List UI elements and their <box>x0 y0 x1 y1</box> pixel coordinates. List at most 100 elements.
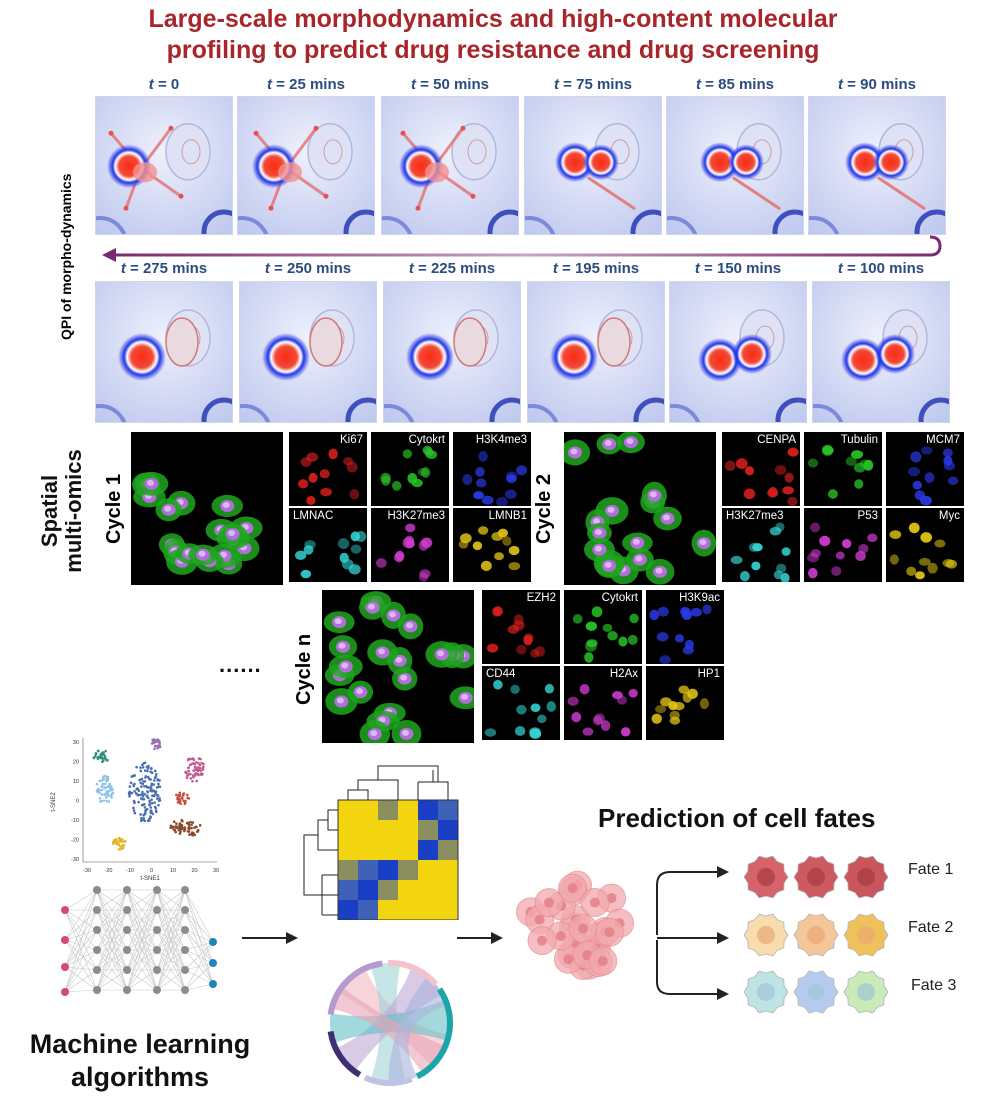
network-node <box>153 906 161 914</box>
network-node <box>181 966 189 974</box>
time-value: = 250 mins <box>269 260 352 277</box>
marker-tile: LMNB1 <box>453 508 531 582</box>
qpi-frame <box>383 281 521 423</box>
time-label: t = 90 mins <box>808 76 946 93</box>
cycle-n-composite <box>322 590 474 743</box>
network-node <box>123 946 131 954</box>
marker-tile: Cytokrt <box>564 590 642 664</box>
network-node <box>209 938 217 946</box>
time-symbol: t <box>837 260 843 277</box>
time-symbol: t <box>552 260 558 277</box>
time-symbol: t <box>267 76 273 93</box>
time-value: = 225 mins <box>413 260 496 277</box>
time-label: t = 50 mins <box>381 76 519 93</box>
qpi-frame <box>524 96 662 235</box>
time-value: = 25 mins <box>272 76 345 93</box>
figure-title: Large-scale morphodynamics and high-cont… <box>0 4 986 66</box>
network-node <box>123 966 131 974</box>
arrow-analysis-to-cells <box>457 932 503 944</box>
qpi-frame <box>237 96 375 235</box>
cell-cluster-icon <box>516 870 635 980</box>
chord-link <box>331 987 446 1074</box>
network-node <box>153 886 161 894</box>
chord-segment <box>388 960 439 987</box>
marker-label: Cytokrt <box>408 434 445 446</box>
marker-label: Myc <box>938 510 960 522</box>
tsne-ytick: -30 <box>71 857 79 863</box>
tsne-xtick: 0 <box>150 868 153 874</box>
qpi-image <box>384 282 520 422</box>
marker-label: H3K27me3 <box>387 510 445 522</box>
chord-segment <box>415 987 453 1080</box>
title-line-1: Large-scale morphodynamics and high-cont… <box>148 5 838 33</box>
qpi-frame <box>669 281 807 423</box>
omics-label-line-2: multi-omics <box>61 449 86 573</box>
time-label: t = 195 mins <box>527 260 665 277</box>
time-label: t = 250 mins <box>239 260 377 277</box>
time-label: t = 0 <box>95 76 233 93</box>
ml-label: Machine learning algorithms <box>20 1028 260 1094</box>
time-symbol: t <box>694 260 700 277</box>
tsne-xtick: -30 <box>83 868 91 874</box>
tsne-xtick: 20 <box>191 868 197 874</box>
marker-label: Cytokrt <box>601 592 638 604</box>
network-node <box>209 959 217 967</box>
network-node <box>93 926 101 934</box>
chord-segment <box>363 1074 413 1086</box>
time-label: t = 225 mins <box>383 260 521 277</box>
marker-label: LMNB1 <box>488 510 527 522</box>
tsne-plot: -30 -20 -10 0 10 20 30 30 20 10 0 -10 -20 -30 t-SNE1 t-… <box>51 738 219 880</box>
marker-label: CD44 <box>486 668 516 680</box>
marker-label: Ki67 <box>339 434 363 446</box>
title-line-2: profiling to predict drug resistance and… <box>166 36 820 64</box>
network-node <box>123 906 131 914</box>
network-node <box>181 946 189 954</box>
network-node <box>153 926 161 934</box>
qpi-frame <box>95 281 233 423</box>
qpi-image <box>96 282 232 422</box>
qpi-image <box>528 282 664 422</box>
marker-label: Tubulin <box>840 434 878 446</box>
time-label: t = 85 mins <box>666 76 804 93</box>
network-node <box>93 906 101 914</box>
time-value: = 150 mins <box>699 260 782 277</box>
tsne-xtick: 10 <box>170 868 176 874</box>
fate-2-label: Fate 2 <box>908 919 954 936</box>
tsne-ytick: 10 <box>73 779 79 785</box>
qpi-image <box>667 97 803 234</box>
network-node <box>181 926 189 934</box>
cycle-2-label: Cycle 2 <box>533 473 555 544</box>
marker-tile: EZH2 <box>482 590 560 664</box>
qpi-frame <box>527 281 665 423</box>
chord-link <box>388 976 448 1083</box>
marker-tile: H3K27me3 <box>722 508 800 582</box>
qpi-image <box>525 97 661 234</box>
tsne-xtick: -20 <box>105 868 113 874</box>
network-node <box>181 886 189 894</box>
marker-tile: Ki67 <box>289 432 367 506</box>
time-label: t = 275 mins <box>95 260 233 277</box>
time-label: t = 25 mins <box>237 76 375 93</box>
marker-label: H3K27me3 <box>726 510 784 522</box>
network-node <box>61 988 69 996</box>
time-value: = 85 mins <box>701 76 774 93</box>
qpi-frame <box>95 96 233 235</box>
network-node <box>153 946 161 954</box>
fate-cell-icons <box>743 855 889 1014</box>
time-value: = 275 mins <box>125 260 208 277</box>
tsne-xtick: -10 <box>126 868 134 874</box>
tsne-xlabel: t-SNE1 <box>140 876 160 880</box>
prediction-title: Prediction of cell fates <box>598 803 876 833</box>
fate-3-label: Fate 3 <box>911 977 957 994</box>
network-node <box>153 966 161 974</box>
time-value: = 50 mins <box>416 76 489 93</box>
omics-label-line-1: Spatial <box>37 474 62 548</box>
arrow-ml-to-analysis <box>242 932 298 944</box>
time-symbol: t <box>554 76 560 93</box>
network-node <box>153 986 161 994</box>
marker-label: MCM7 <box>926 434 960 446</box>
qpi-image <box>382 97 518 234</box>
marker-label: CENPA <box>757 434 796 446</box>
time-symbol: t <box>838 76 844 93</box>
network-node <box>123 986 131 994</box>
